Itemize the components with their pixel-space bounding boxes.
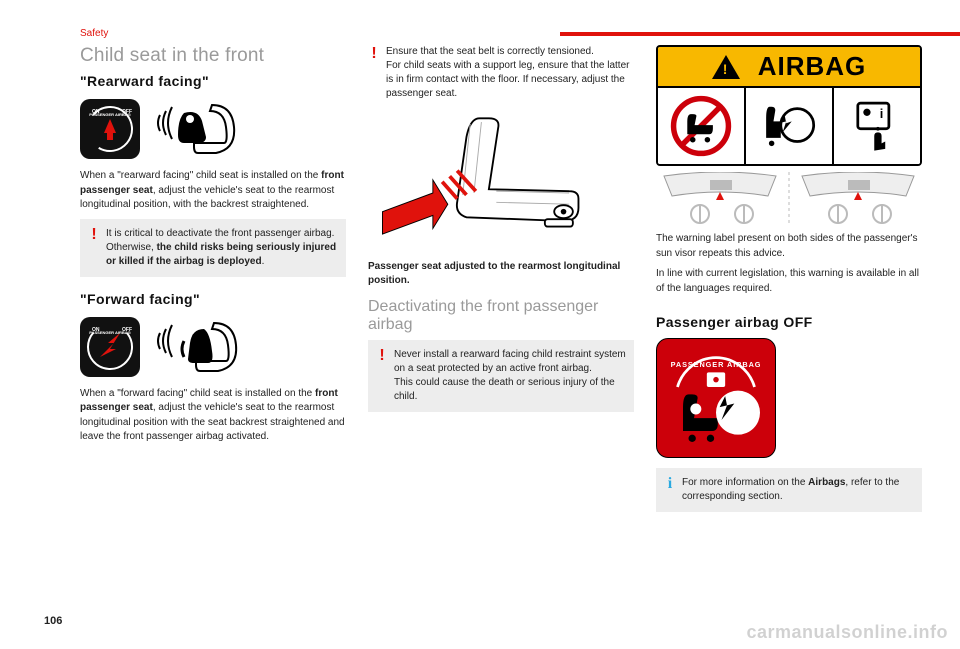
airbag-on-switch-icon: PASSENGER AIRBAG ON OFF (80, 317, 140, 377)
heading-airbag-off: Passenger airbag OFF (656, 314, 922, 330)
seatbelt-note-text: Ensure that the seat belt is correctly t… (386, 45, 634, 101)
watermark: carmanualsonline.info (746, 622, 948, 643)
manual-page: Safety Child seat in the front "Rearward… (0, 0, 960, 649)
hazard-triangle-icon (712, 55, 740, 79)
airbag-off-switch-icon: PASSENGER AIRBAG ON OFF (80, 99, 140, 159)
visor-body-2: In line with current legislation, this w… (656, 267, 922, 296)
airbag-label-header: AIRBAG (658, 47, 920, 88)
airbag-picto-manual: i (834, 88, 920, 164)
content-columns: Child seat in the front "Rearward facing… (80, 45, 924, 520)
forward-illustration-row: PASSENGER AIRBAG ON OFF (80, 315, 346, 379)
svg-text:ON: ON (92, 109, 100, 115)
svg-text:i: i (880, 106, 884, 121)
svg-text:OFF: OFF (122, 327, 132, 333)
warning-icon: ! (88, 227, 100, 269)
airbag-label-title: AIRBAG (758, 51, 867, 82)
column-2: ! Ensure that the seat belt is correctly… (368, 45, 634, 520)
airbags-info-text: For more information on the Airbags, ref… (682, 476, 914, 504)
sun-visor-illustration (656, 172, 922, 224)
airbag-warning-label: AIRBAG (656, 45, 922, 166)
rearward-illustration-row: PASSENGER AIRBAG ON OFF (80, 97, 346, 161)
rearward-warning-text: It is critical to deactivate the front p… (106, 227, 338, 269)
deactivate-warning-note: ! Never install a rearward facing child … (368, 340, 634, 412)
heading-rearward: "Rearward facing" (80, 73, 346, 89)
forward-facing-seat-icon (154, 315, 244, 379)
airbag-picto-impact (746, 88, 834, 164)
warning-icon: ! (376, 348, 388, 404)
airbag-label-pictograms: i (658, 88, 920, 164)
svg-text:ON: ON (92, 327, 100, 333)
heading-forward: "Forward facing" (80, 291, 346, 307)
page-number: 106 (44, 615, 62, 627)
rearward-warning-note: ! It is critical to deactivate the front… (80, 219, 346, 277)
forward-body: When a "forward facing" child seat is in… (80, 387, 346, 445)
passenger-airbag-off-icon: PASSENGER AIRBAG (656, 338, 776, 458)
seatbelt-note: ! Ensure that the seat belt is correctly… (368, 45, 634, 101)
svg-text:OFF: OFF (122, 109, 132, 115)
warning-icon: ! (368, 45, 380, 101)
column-3: AIRBAG (656, 45, 922, 520)
rearward-body: When a "rearward facing" child seat is i… (80, 169, 346, 213)
seat-adjust-illustration (368, 109, 634, 249)
info-icon: i (664, 476, 676, 504)
page-title: Child seat in the front (80, 45, 346, 67)
svg-text:PASSENGER AIRBAG: PASSENGER AIRBAG (671, 360, 762, 369)
seat-caption: Passenger seat adjusted to the rearmost … (368, 260, 634, 288)
visor-body-1: The warning label present on both sides … (656, 232, 922, 261)
deactivate-warning-text: Never install a rearward facing child re… (394, 348, 626, 404)
heading-deactivate: Deactivating the front passenger airbag (368, 298, 634, 334)
rear-facing-seat-icon (154, 97, 244, 161)
header-accent-bar (560, 32, 960, 36)
airbag-picto-prohibit (658, 88, 746, 164)
column-1: Child seat in the front "Rearward facing… (80, 45, 346, 520)
airbags-info-note: i For more information on the Airbags, r… (656, 468, 922, 512)
